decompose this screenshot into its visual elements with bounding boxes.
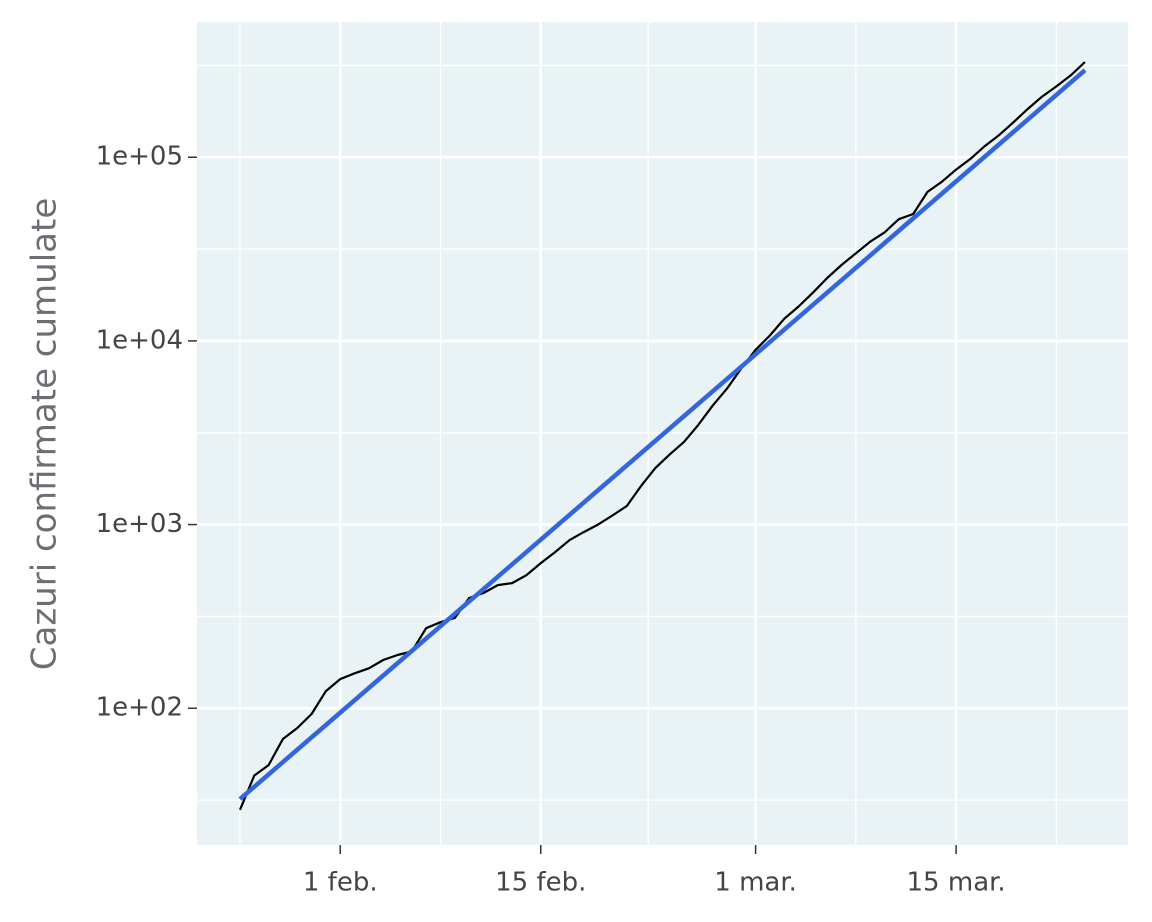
x-tick-label: 1 mar. (714, 868, 797, 898)
x-tick-label: 15 feb. (495, 868, 586, 898)
y-tick-label: 1e+03 (96, 509, 183, 539)
x-tick-label: 15 mar. (907, 868, 1006, 898)
y-tick-label: 1e+02 (96, 693, 183, 723)
axes: 1e+02 1e+03 1e+04 1e+05 1 feb. 15 feb. 1 mar. 1… (96, 142, 1006, 898)
lines (238, 61, 1087, 811)
series-line (238, 68, 1087, 801)
x-tick-label: 1 feb. (303, 868, 378, 898)
series-line (238, 61, 1086, 811)
y-tick-label: 1e+04 (96, 325, 183, 355)
grid (197, 22, 1128, 845)
y-axis-label: Cazuri confirmate cumulate (25, 198, 65, 671)
y-tick-label: 1e+05 (96, 142, 183, 172)
